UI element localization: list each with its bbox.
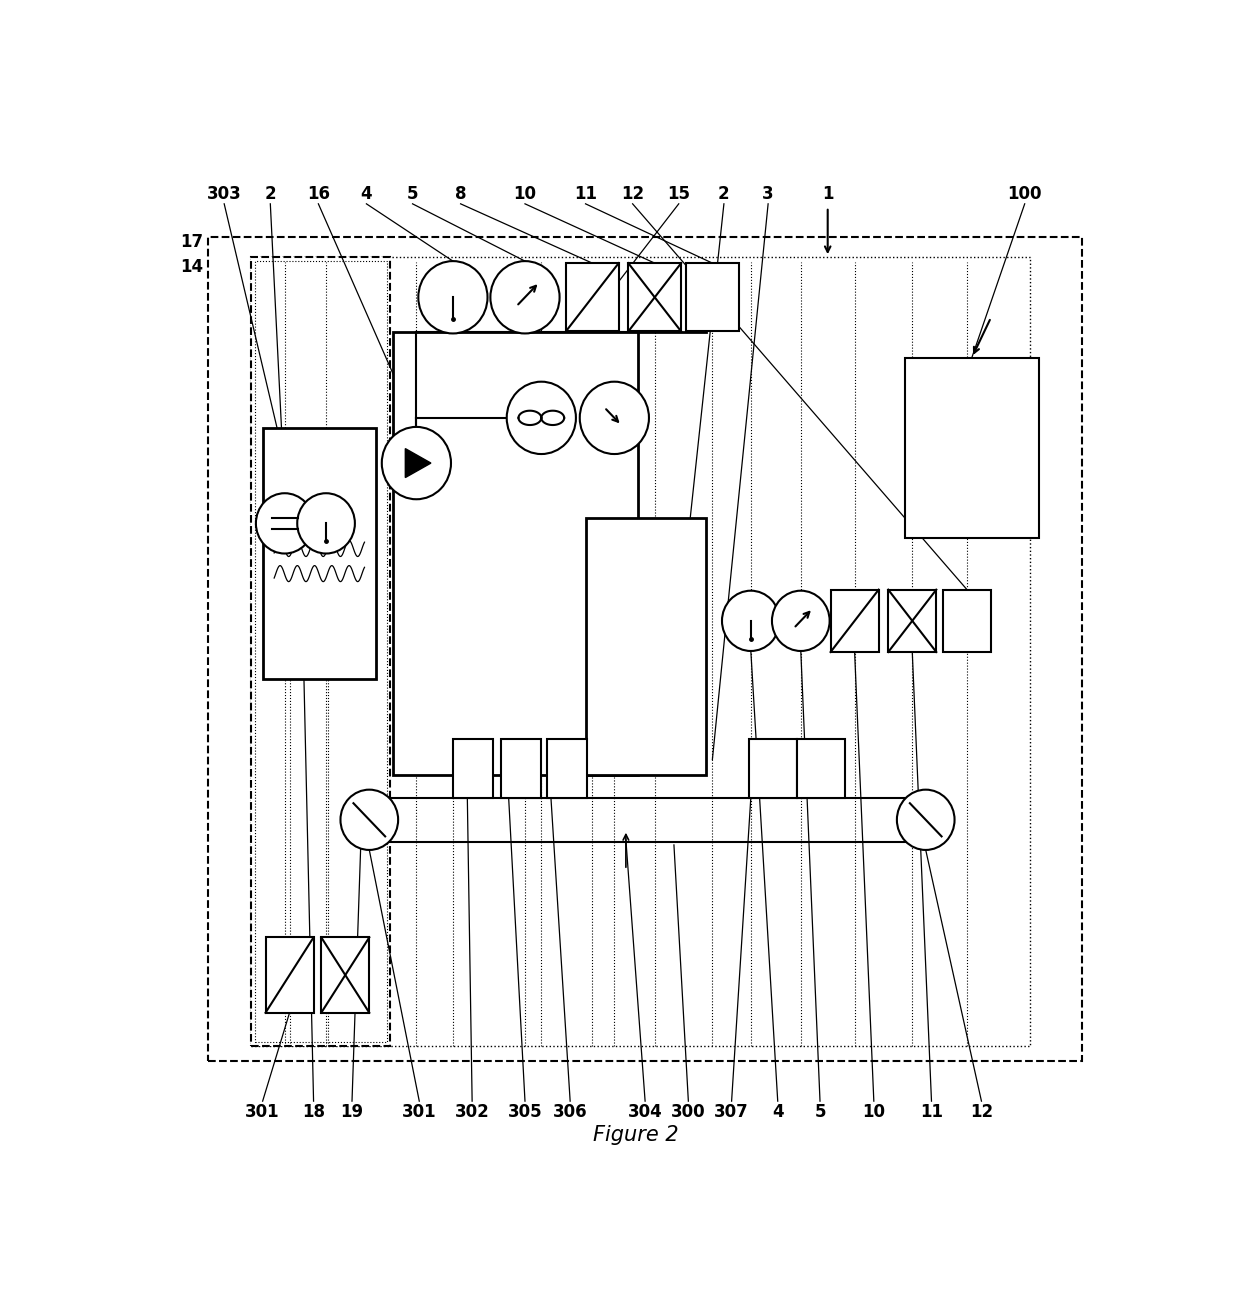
Circle shape [298, 493, 355, 553]
Text: 305: 305 [507, 1103, 542, 1121]
Text: 303: 303 [207, 185, 242, 202]
Text: 5: 5 [815, 1103, 826, 1121]
Text: 1: 1 [822, 185, 833, 202]
Circle shape [382, 427, 451, 500]
Bar [797, 740, 844, 797]
Text: 4: 4 [773, 1103, 784, 1121]
Bar [250, 257, 391, 1045]
Text: 11: 11 [574, 185, 596, 202]
Text: 12: 12 [621, 185, 644, 202]
Text: 3: 3 [763, 185, 774, 202]
Bar [905, 358, 1039, 539]
Bar [208, 238, 1083, 1061]
Circle shape [897, 790, 955, 850]
Bar [250, 257, 1029, 1045]
Text: 300: 300 [671, 1103, 706, 1121]
Bar [942, 590, 991, 652]
Bar [255, 261, 387, 1041]
Circle shape [255, 493, 314, 553]
Bar [565, 264, 619, 331]
Text: 14: 14 [180, 258, 203, 277]
Text: 16: 16 [306, 185, 330, 202]
Text: 8: 8 [455, 185, 466, 202]
Text: 301: 301 [402, 1103, 436, 1121]
Text: 4: 4 [361, 185, 372, 202]
Text: 10: 10 [862, 1103, 885, 1121]
Text: 10: 10 [513, 185, 537, 202]
Bar [453, 740, 494, 797]
Bar [263, 428, 376, 679]
Text: 301: 301 [246, 1103, 280, 1121]
Text: Figure 2: Figure 2 [593, 1125, 678, 1146]
Bar [547, 740, 588, 797]
Text: 304: 304 [627, 1103, 662, 1121]
Text: 15: 15 [667, 185, 691, 202]
Circle shape [490, 261, 559, 334]
Circle shape [507, 381, 575, 454]
Bar [585, 518, 706, 775]
Bar [321, 937, 370, 1013]
Bar [831, 590, 879, 652]
Bar [501, 740, 542, 797]
Text: 19: 19 [341, 1103, 363, 1121]
Bar [888, 590, 936, 652]
Text: 306: 306 [553, 1103, 588, 1121]
Text: 11: 11 [920, 1103, 942, 1121]
Text: 302: 302 [455, 1103, 490, 1121]
Bar [686, 264, 739, 331]
Text: 307: 307 [714, 1103, 749, 1121]
Text: 12: 12 [970, 1103, 993, 1121]
Bar [749, 740, 797, 797]
Bar [265, 937, 314, 1013]
Bar [393, 333, 639, 775]
Text: 17: 17 [180, 234, 203, 251]
Text: 2: 2 [264, 185, 277, 202]
Polygon shape [405, 449, 432, 478]
Circle shape [580, 381, 649, 454]
Bar [629, 264, 681, 331]
Text: 5: 5 [407, 185, 418, 202]
Circle shape [418, 261, 487, 334]
Text: 2: 2 [718, 185, 729, 202]
Text: 100: 100 [1007, 185, 1042, 202]
Circle shape [773, 591, 830, 651]
Text: 18: 18 [303, 1103, 325, 1121]
Circle shape [722, 591, 780, 651]
Circle shape [341, 790, 398, 850]
